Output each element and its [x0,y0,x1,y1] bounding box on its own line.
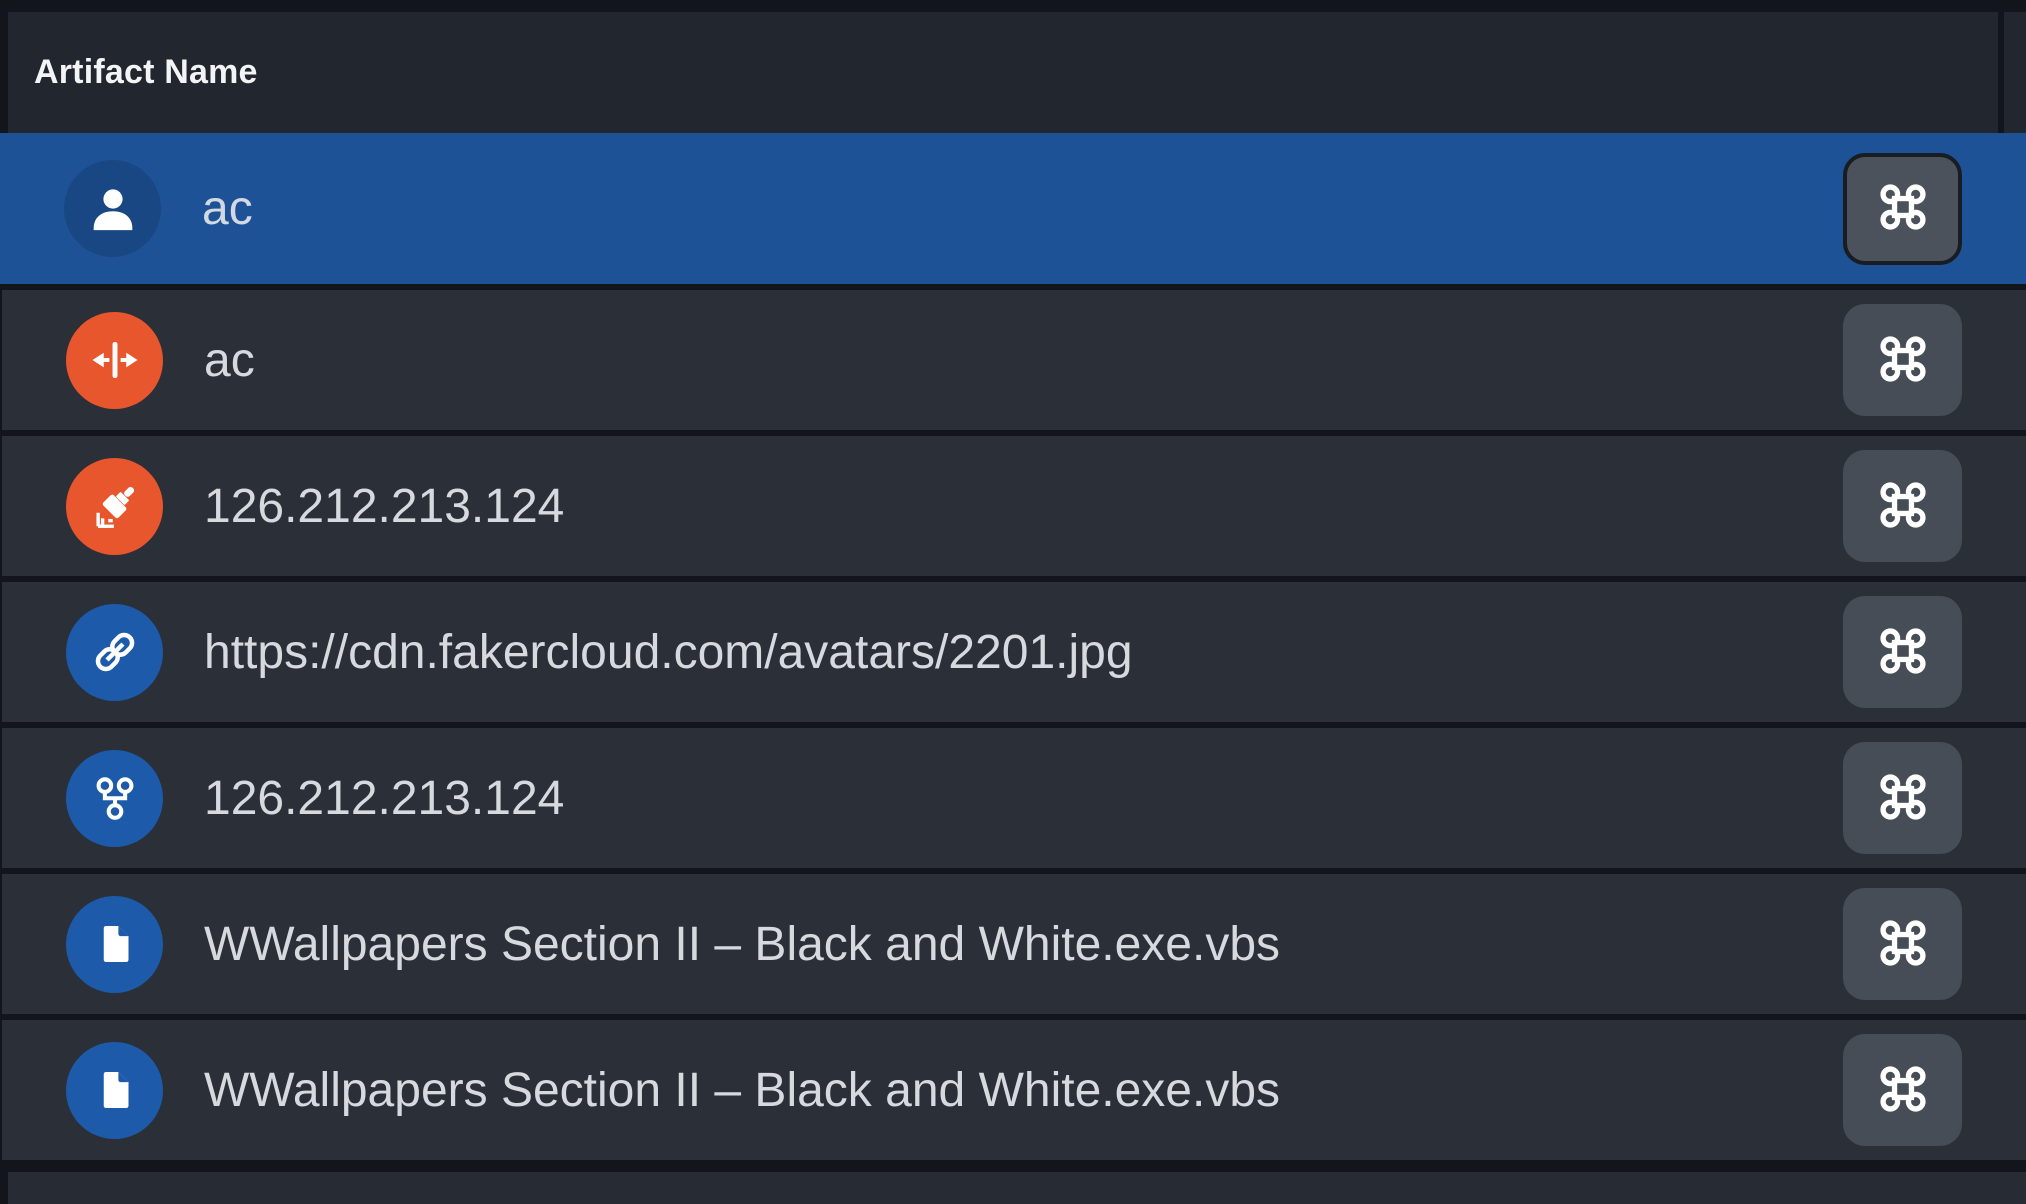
command-icon [1874,622,1932,683]
file-icon [66,1041,163,1139]
command-button[interactable] [1843,152,1962,265]
command-icon [1874,768,1932,829]
artifact-name-label: WWallpapers Section II – Black and White… [204,1063,1281,1117]
table-row[interactable]: ac [2,290,2026,430]
clean-brush-icon [66,457,163,555]
command-icon [1874,178,1932,239]
file-icon [66,895,163,993]
column-header-artifact-name[interactable]: Artifact Name [34,53,258,91]
command-icon [1874,330,1932,391]
table-row[interactable]: https://cdn.fakercloud.com/avatars/2201.… [2,582,2026,722]
table-row-partial[interactable] [8,1172,2026,1204]
command-button[interactable] [1843,1034,1962,1146]
table-row[interactable]: WWallpapers Section II – Black and White… [2,1020,2026,1160]
command-button[interactable] [1843,888,1962,1000]
network-icon [66,749,163,847]
command-button[interactable] [1843,596,1962,708]
command-button[interactable] [1843,742,1962,854]
artifact-name-label: 126.212.213.124 [204,479,565,533]
link-icon [66,603,163,701]
command-icon [1874,476,1932,537]
command-button[interactable] [1843,304,1962,416]
command-icon [1874,914,1932,975]
resize-horizontal-icon [66,311,163,409]
artifact-name-label: 126.212.213.124 [204,771,565,825]
person-icon [64,160,161,257]
artifact-name-label: ac [204,333,255,387]
table-row[interactable]: 126.212.213.124 [2,436,2026,576]
table-row[interactable]: WWallpapers Section II – Black and White… [2,874,2026,1014]
table-header: Artifact Name [8,12,2026,133]
next-column-stub [2004,12,2026,133]
command-button[interactable] [1843,450,1962,562]
artifact-name-label: WWallpapers Section II – Black and White… [204,917,1281,971]
command-icon [1874,1060,1932,1121]
artifact-name-label: https://cdn.fakercloud.com/avatars/2201.… [204,625,1133,679]
table-row[interactable]: ac [0,133,2026,284]
column-divider[interactable] [1998,12,2004,133]
table-row[interactable]: 126.212.213.124 [2,728,2026,868]
artifact-name-label: ac [202,182,253,235]
